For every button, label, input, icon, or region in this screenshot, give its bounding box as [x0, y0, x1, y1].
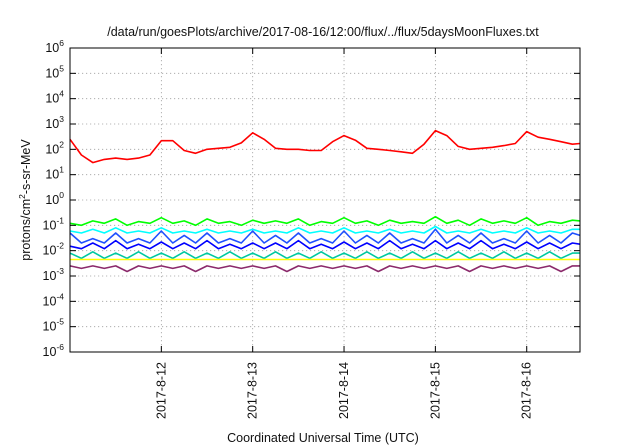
- series-line-6: [69, 251, 580, 260]
- series-line-5: [69, 239, 581, 250]
- y-tick-label: 10-6: [43, 342, 65, 359]
- x-axis-label: Coordinated Universal Time (UTC): [227, 431, 419, 445]
- y-axis-label: protons/cm2-s-sr-MeV: [17, 139, 33, 261]
- series-line-2: [69, 215, 581, 227]
- x-tick-label: 2017-8-14: [337, 362, 351, 419]
- y-tick-label: 104: [45, 89, 64, 106]
- series-lines: [69, 129, 581, 273]
- y-tick-label: 105: [45, 63, 64, 80]
- x-tick-label: 2017-8-12: [154, 362, 168, 419]
- series-line-1: [69, 129, 581, 164]
- y-tick-labels: 106 105 104 103 102 101 100 10-1 10-2 10-3 10-4 10-…: [43, 38, 65, 359]
- y-tick-label: 10-2: [43, 241, 65, 258]
- x-tick-labels: 2017-8-12 2017-8-13 2017-8-14 2017-8-15 2017…: [154, 362, 533, 419]
- y-tick-label: 102: [45, 139, 64, 156]
- series-line-3: [69, 225, 580, 234]
- y-tick-label: 10-3: [43, 266, 65, 283]
- grid: [70, 48, 580, 352]
- y-tick-label: 106: [45, 38, 64, 55]
- series-line-8: [69, 265, 580, 273]
- y-tick-label: 10-1: [43, 215, 65, 232]
- y-tick-label: 100: [45, 190, 64, 207]
- y-tick-label: 10-4: [43, 291, 65, 308]
- series-line-4: [69, 228, 581, 244]
- y-tick-label: 10-5: [43, 317, 65, 334]
- axis-ticks: [70, 47, 580, 353]
- y-tick-label: 101: [45, 165, 64, 182]
- x-tick-label: 2017-8-16: [520, 362, 534, 419]
- x-tick-label: 2017-8-13: [246, 362, 260, 419]
- chart-title: /data/run/goesPlots/archive/2017-08-16/1…: [107, 25, 539, 39]
- y-tick-label: 103: [45, 114, 64, 131]
- x-tick-label: 2017-8-15: [428, 362, 442, 419]
